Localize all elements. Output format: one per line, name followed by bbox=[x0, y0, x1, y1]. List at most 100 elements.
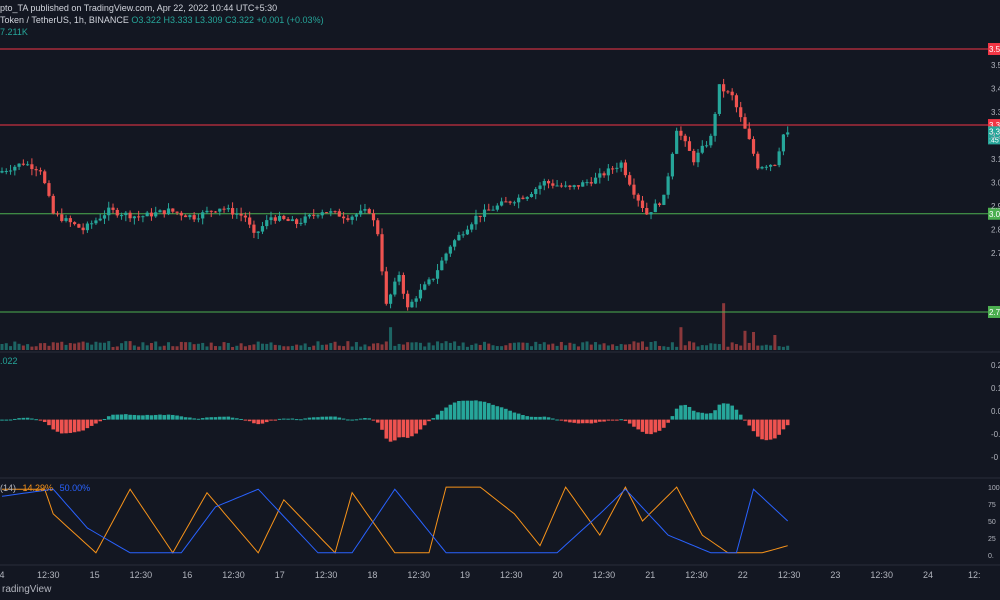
volume-bar-115 bbox=[491, 345, 495, 350]
candle-body-46 bbox=[196, 218, 201, 220]
candle-body-125 bbox=[534, 188, 538, 195]
volume-bar-129 bbox=[551, 343, 555, 350]
oscillator-bar-115 bbox=[491, 404, 495, 420]
legend-line-volume: 7.211K bbox=[0, 27, 28, 37]
candle-body-156 bbox=[666, 176, 670, 195]
candle-body-51 bbox=[218, 208, 222, 212]
candle-body-105 bbox=[448, 246, 452, 254]
candle-body-95 bbox=[406, 293, 410, 308]
oscillator-tick-2: 0.0 bbox=[991, 407, 1000, 416]
x-tick-6: 17 bbox=[275, 570, 285, 580]
oscillator-bar-135 bbox=[576, 419, 581, 424]
oscillator-bar-78 bbox=[333, 416, 337, 420]
volume-bar-45 bbox=[192, 344, 196, 350]
oscillator-bar-157 bbox=[670, 416, 675, 420]
candle-body-64 bbox=[273, 217, 277, 221]
volume-bar-17 bbox=[73, 343, 77, 350]
oscillator-bar-100 bbox=[427, 419, 431, 422]
x-tick-3: 12:30 bbox=[130, 570, 153, 580]
volume-bar-60 bbox=[256, 341, 260, 350]
oscillator-bar-15 bbox=[64, 419, 68, 434]
price-chart[interactable]: 3.53.33.02.73.3:453.53.43.33.23.13.02.92… bbox=[0, 0, 1000, 580]
volume-bar-1 bbox=[4, 343, 8, 350]
oscillator-bar-138 bbox=[589, 419, 594, 424]
volume-bar-59 bbox=[252, 344, 256, 350]
stoch-d-line bbox=[1, 488, 789, 554]
x-tick-0: 4 bbox=[0, 570, 5, 580]
volume-bar-154 bbox=[658, 345, 662, 350]
volume-bar-139 bbox=[594, 342, 598, 350]
candle-body-41 bbox=[175, 211, 179, 213]
candle-body-67 bbox=[286, 218, 290, 221]
volume-bar-28 bbox=[120, 343, 124, 350]
candle-body-109 bbox=[465, 229, 470, 235]
volume-bar-48 bbox=[205, 346, 209, 350]
candle-body-175 bbox=[747, 128, 751, 140]
candle-body-42 bbox=[179, 212, 183, 216]
candle-body-26 bbox=[111, 207, 115, 210]
volume-bar-35 bbox=[149, 343, 153, 350]
oscillator-bar-28 bbox=[119, 414, 124, 420]
candle-body-154 bbox=[657, 203, 662, 205]
candle-body-131 bbox=[559, 185, 563, 187]
candle-body-36 bbox=[154, 212, 158, 217]
tradingview-brand[interactable]: radingView bbox=[2, 584, 52, 595]
volume-bar-163 bbox=[696, 346, 700, 350]
oscillator-bar-150 bbox=[640, 419, 645, 432]
candle-body-63 bbox=[269, 217, 273, 221]
stoch-k-value: 14.29% bbox=[22, 483, 54, 493]
candle-body-184 bbox=[786, 132, 790, 135]
volume-bar-66 bbox=[282, 346, 286, 350]
x-tick-8: 18 bbox=[367, 570, 377, 580]
oscillator-bar-176 bbox=[751, 419, 756, 432]
oscillator-bar-171 bbox=[730, 405, 734, 420]
oscillator-bar-72 bbox=[307, 417, 312, 420]
oscillator-bar-121 bbox=[516, 413, 521, 420]
oscillator-bar-68 bbox=[290, 418, 295, 420]
volume-bar-2 bbox=[9, 346, 13, 350]
candle-body-61 bbox=[260, 226, 265, 232]
oscillator-bar-102 bbox=[435, 414, 440, 420]
candle-body-29 bbox=[124, 212, 128, 216]
candle-body-48 bbox=[205, 210, 209, 213]
oscillator-bar-75 bbox=[320, 416, 325, 420]
volume-bar-38 bbox=[162, 345, 166, 350]
candle-body-114 bbox=[487, 209, 491, 211]
oscillator-tick-1: 0.1 bbox=[991, 384, 1000, 393]
oscillator-bar-4 bbox=[17, 418, 21, 420]
volume-bar-29 bbox=[124, 341, 128, 350]
candle-body-102 bbox=[435, 270, 440, 279]
candle-body-68 bbox=[290, 219, 294, 221]
candle-body-92 bbox=[393, 281, 397, 295]
candle-body-77 bbox=[329, 211, 333, 213]
volume-bar-98 bbox=[418, 342, 422, 350]
candle-body-127 bbox=[542, 180, 546, 186]
oscillator-bar-123 bbox=[525, 416, 530, 420]
symbol-text: Token / TetherUS, 1h, BINANCE bbox=[0, 15, 129, 25]
oscillator-bar-22 bbox=[94, 419, 98, 424]
candle-body-137 bbox=[585, 182, 589, 184]
oscillator-label: .022 bbox=[0, 356, 18, 366]
oscillator-bar-118 bbox=[504, 408, 508, 420]
candle-body-179 bbox=[764, 166, 768, 168]
volume-bar-54 bbox=[231, 346, 235, 350]
oscillator-bar-32 bbox=[136, 415, 141, 420]
candle-body-3 bbox=[13, 166, 17, 171]
volume-bar-5 bbox=[21, 345, 25, 350]
candle-body-53 bbox=[226, 208, 230, 210]
volume-bar-179 bbox=[764, 344, 768, 350]
candle-body-11 bbox=[47, 183, 51, 196]
oscillator-bar-168 bbox=[717, 404, 722, 420]
oscillator-bar-71 bbox=[303, 418, 307, 420]
candle-body-123 bbox=[525, 197, 529, 199]
candle-body-155 bbox=[662, 194, 666, 205]
oscillator-bar-108 bbox=[461, 400, 465, 420]
candle-body-21 bbox=[90, 223, 94, 225]
x-tick-14: 21 bbox=[645, 570, 655, 580]
volume-bar-23 bbox=[98, 342, 102, 350]
oscillator-bar-156 bbox=[666, 419, 670, 423]
candle-body-88 bbox=[376, 220, 380, 235]
candle-body-178 bbox=[760, 167, 764, 169]
oscillator-bar-25 bbox=[106, 416, 111, 420]
candle-body-52 bbox=[222, 208, 226, 210]
